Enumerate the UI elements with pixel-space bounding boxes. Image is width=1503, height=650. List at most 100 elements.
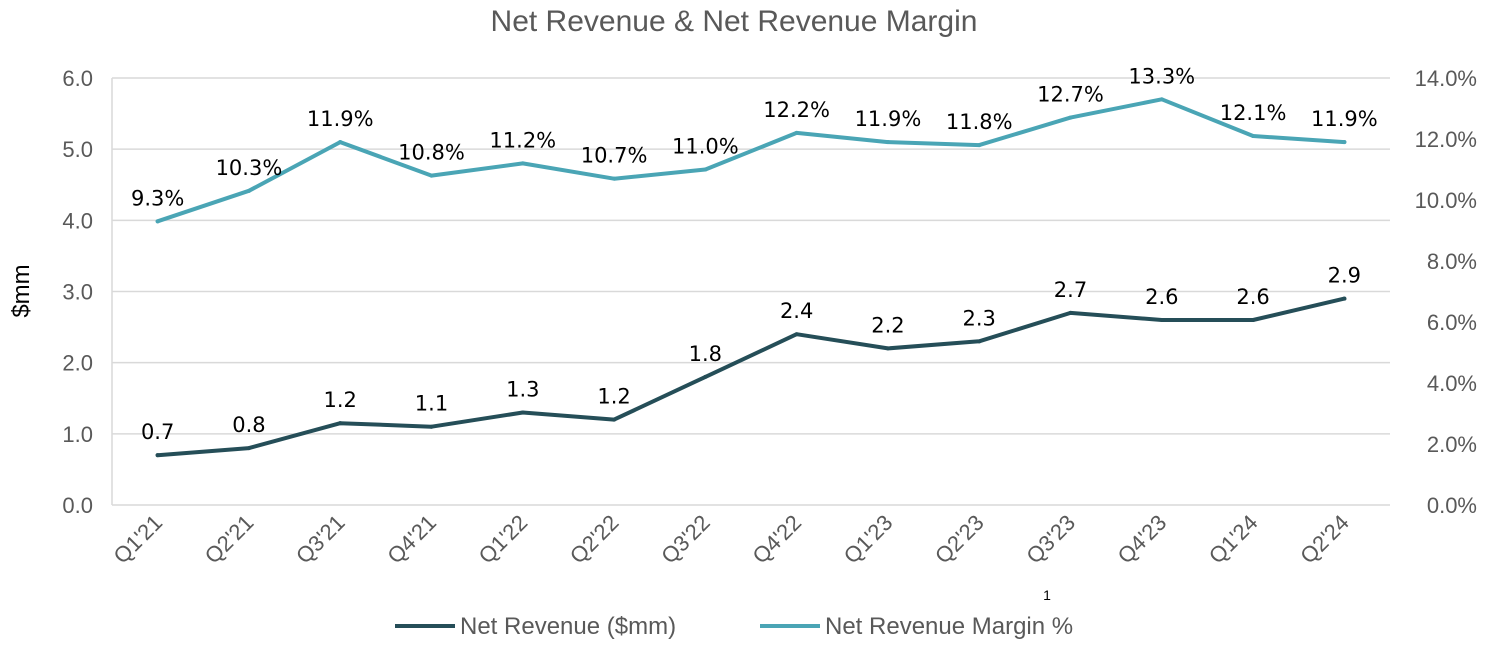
data-label: 10.7% bbox=[581, 144, 648, 168]
data-label: 1.2 bbox=[324, 388, 357, 412]
series-line-1 bbox=[155, 97, 1347, 224]
data-label: 1.8 bbox=[689, 342, 722, 366]
data-point bbox=[1251, 133, 1256, 138]
x-axis-ticks: Q1'21 Q2'21 Q3'21 Q4'21 Q1'22 Q2'22 Q3'22 Q4'22… bbox=[108, 510, 1353, 569]
data-label: 0.7 bbox=[141, 420, 174, 444]
data-point bbox=[1159, 97, 1164, 102]
x-tick-label: Q4'23 bbox=[1113, 510, 1172, 569]
right-tick-label: 12.0% bbox=[1415, 127, 1477, 152]
data-label: 11.9% bbox=[1311, 107, 1378, 131]
data-label: 11.9% bbox=[307, 107, 374, 131]
legend: Net Revenue ($mm) Net Revenue Margin % bbox=[395, 613, 1073, 640]
x-tick-label: Q1'24 bbox=[1204, 510, 1263, 569]
data-label: 2.3 bbox=[963, 306, 996, 330]
left-axis-ticks: 0.0 1.0 2.0 3.0 4.0 5.0 6.0 bbox=[62, 66, 93, 518]
legend-label-net-revenue: Net Revenue ($mm) bbox=[460, 613, 676, 640]
data-point bbox=[1159, 317, 1164, 322]
x-tick-label: Q2'24 bbox=[1295, 510, 1354, 569]
data-point bbox=[338, 421, 343, 426]
data-label: 11.0% bbox=[672, 135, 739, 159]
data-label: 12.7% bbox=[1037, 83, 1104, 107]
left-tick-label: 5.0 bbox=[62, 137, 93, 162]
x-tick-label: Q1'22 bbox=[474, 510, 533, 569]
data-point bbox=[520, 161, 525, 166]
data-label: 2.9 bbox=[1328, 264, 1361, 288]
data-label: 11.2% bbox=[489, 128, 556, 152]
data-point bbox=[155, 453, 160, 458]
data-point bbox=[246, 188, 251, 193]
left-tick-label: 1.0 bbox=[62, 422, 93, 447]
left-tick-label: 3.0 bbox=[62, 280, 93, 305]
data-label: 11.9% bbox=[855, 107, 922, 131]
chart-title: Net Revenue & Net Revenue Margin bbox=[491, 5, 978, 38]
legend-label-net-revenue-margin: Net Revenue Margin % bbox=[825, 613, 1073, 640]
y-axis-label: $mm bbox=[8, 264, 35, 317]
data-label: 1.3 bbox=[506, 377, 539, 401]
data-point bbox=[794, 130, 799, 135]
right-axis-ticks: 0.0% 2.0% 4.0% 6.0% 8.0% 10.0% 12.0% 14.0% bbox=[1415, 66, 1477, 518]
data-point bbox=[977, 339, 982, 344]
data-label: 2.4 bbox=[780, 299, 813, 323]
data-label: 1.2 bbox=[597, 385, 630, 409]
data-label: 1.1 bbox=[415, 392, 448, 416]
data-label: 10.3% bbox=[216, 156, 283, 180]
data-point bbox=[885, 140, 890, 145]
data-point bbox=[429, 424, 434, 429]
data-point bbox=[429, 173, 434, 178]
x-tick-label: Q3'21 bbox=[291, 510, 350, 569]
data-point bbox=[703, 167, 708, 172]
data-point bbox=[612, 417, 617, 422]
x-tick-label: Q4'21 bbox=[382, 510, 441, 569]
x-tick-label: Q1'21 bbox=[108, 510, 167, 569]
right-tick-label: 8.0% bbox=[1427, 249, 1477, 274]
left-tick-label: 2.0 bbox=[62, 351, 93, 376]
data-point bbox=[1068, 115, 1073, 120]
data-point bbox=[155, 219, 160, 224]
data-point bbox=[794, 332, 799, 337]
data-label: 12.1% bbox=[1220, 101, 1287, 125]
data-point bbox=[246, 446, 251, 451]
x-tick-label: Q1'23 bbox=[839, 510, 898, 569]
right-tick-label: 10.0% bbox=[1415, 188, 1477, 213]
left-tick-label: 6.0 bbox=[62, 66, 93, 91]
data-point bbox=[1342, 296, 1347, 301]
data-label: 2.7 bbox=[1054, 278, 1087, 302]
x-tick-label: Q4'22 bbox=[747, 510, 806, 569]
footnote-marker: 1 bbox=[1043, 587, 1051, 603]
data-label: 2.2 bbox=[871, 313, 904, 337]
data-point bbox=[885, 346, 890, 351]
x-tick-label: Q3'22 bbox=[656, 510, 715, 569]
data-label: 12.2% bbox=[763, 98, 830, 122]
series-layer bbox=[155, 97, 1347, 458]
right-tick-label: 14.0% bbox=[1415, 66, 1477, 91]
x-tick-label: Q3'23 bbox=[1021, 510, 1080, 569]
x-tick-label: Q2'23 bbox=[930, 510, 989, 569]
data-point bbox=[1342, 140, 1347, 145]
data-point bbox=[1251, 317, 1256, 322]
data-label: 10.8% bbox=[398, 141, 465, 165]
gridlines bbox=[111, 77, 1390, 506]
left-tick-label: 4.0 bbox=[62, 208, 93, 233]
data-label: 9.3% bbox=[131, 186, 184, 210]
data-label: 2.6 bbox=[1236, 285, 1269, 309]
data-point bbox=[703, 374, 708, 379]
x-tick-label: Q2'22 bbox=[565, 510, 624, 569]
data-point bbox=[338, 140, 343, 145]
data-point bbox=[520, 410, 525, 415]
data-label: 2.6 bbox=[1145, 285, 1178, 309]
right-tick-label: 0.0% bbox=[1427, 493, 1477, 518]
data-label: 11.8% bbox=[946, 110, 1013, 134]
data-point bbox=[977, 143, 982, 148]
data-point bbox=[1068, 310, 1073, 315]
right-tick-label: 2.0% bbox=[1427, 432, 1477, 457]
left-tick-label: 0.0 bbox=[62, 493, 93, 518]
right-tick-label: 4.0% bbox=[1427, 371, 1477, 396]
data-label: 0.8 bbox=[232, 413, 265, 437]
x-tick-label: Q2'21 bbox=[200, 510, 259, 569]
data-point bbox=[612, 176, 617, 181]
data-label: 13.3% bbox=[1128, 64, 1195, 88]
series-line-0 bbox=[155, 296, 1347, 458]
right-tick-label: 6.0% bbox=[1427, 310, 1477, 335]
data-labels: 0.7 0.8 1.2 1.1 1.3 1.2 1.8 2.4 2.2 2.3 2.7 2.6 2.6 2… bbox=[131, 64, 1378, 444]
